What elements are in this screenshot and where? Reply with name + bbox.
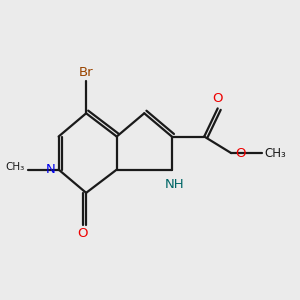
Text: CH₃: CH₃	[6, 161, 25, 172]
Text: Br: Br	[79, 66, 94, 79]
Text: O: O	[212, 92, 223, 105]
Text: CH₃: CH₃	[265, 147, 286, 160]
Text: NH: NH	[164, 178, 184, 190]
Text: N: N	[46, 163, 56, 176]
Text: O: O	[77, 227, 88, 240]
Text: O: O	[235, 147, 245, 160]
